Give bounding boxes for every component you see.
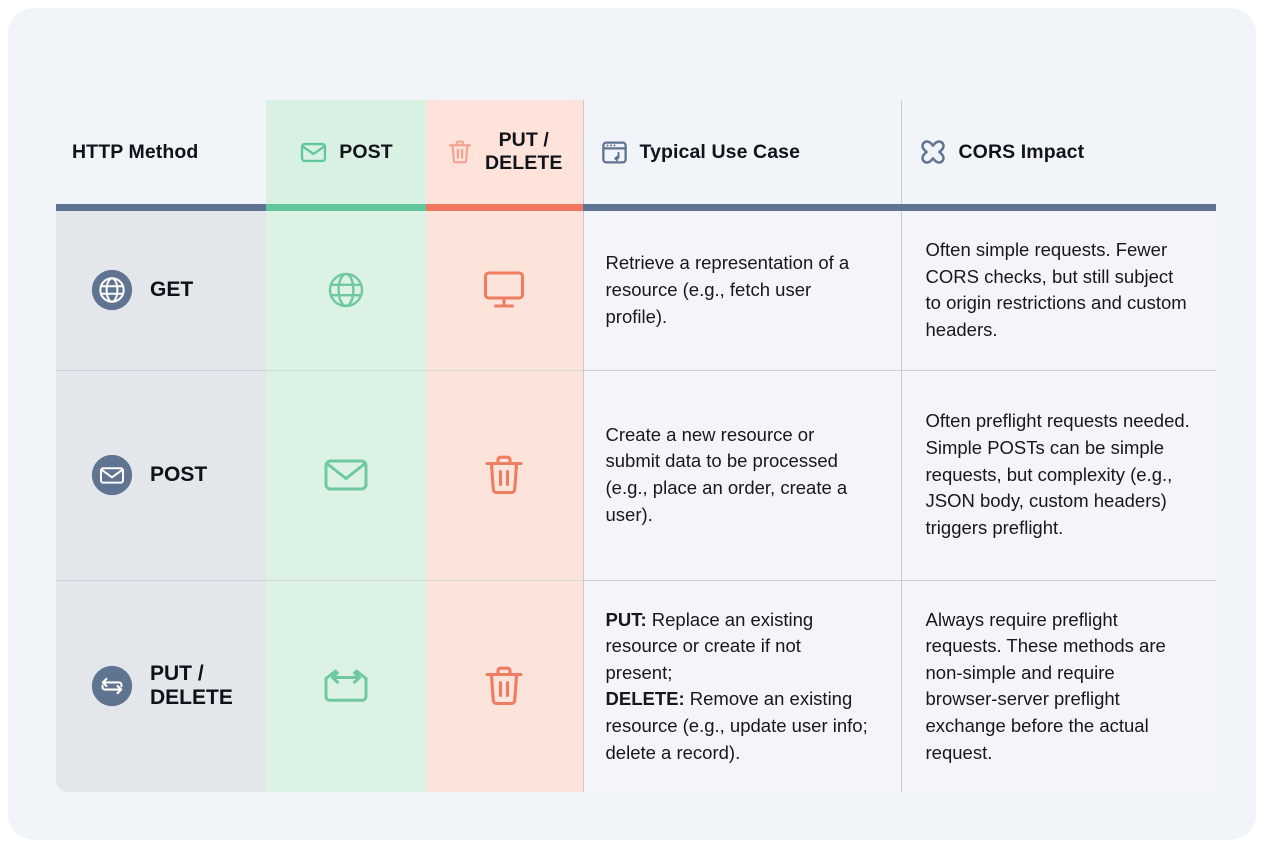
column-header-label: POST: [339, 140, 393, 163]
table-header: HTTP Method POST: [56, 100, 1216, 204]
table-row: GET: [56, 211, 1216, 370]
row-use-case-cell: Retrieve a representation of a resource …: [582, 211, 901, 370]
underline-cors: [901, 204, 1216, 211]
row-method-label: POST: [150, 463, 208, 487]
cors-impact-text: Often simple requests. Fewer CORS checks…: [925, 239, 1187, 340]
cors-impact-text: Always require preflight requests. These…: [925, 608, 1166, 763]
use-case-text: PUT: Replace an existing resource or cre…: [605, 608, 873, 763]
column-header-post: POST: [266, 100, 426, 204]
row-cors-cell: Often simple requests. Fewer CORS checks…: [900, 211, 1216, 370]
browser-window-icon: [600, 138, 629, 167]
column-header-typical-use-case: Typical Use Case: [582, 100, 901, 204]
trash-outline-icon: [481, 662, 527, 710]
table-row: POST: [56, 369, 1216, 580]
row-method-label: GET: [150, 278, 194, 302]
envelope-arrows-icon: [321, 662, 371, 710]
row-method-label: PUT / DELETE: [150, 662, 233, 710]
row-post-icon-cell: [266, 211, 426, 370]
underline-method: [56, 204, 266, 211]
row-post-icon-cell: [266, 369, 426, 580]
monitor-icon: [480, 267, 528, 313]
cross-shape-icon: [918, 137, 948, 167]
underline-use-case: [583, 204, 901, 211]
table-row: PUT / DELETE: [56, 579, 1216, 793]
trash-outline-icon: [481, 451, 527, 499]
row-method-cell: POST: [56, 369, 266, 580]
globe-circle-icon: [89, 267, 135, 313]
row-cors-cell: Often preflight requests needed. Simple …: [900, 369, 1216, 580]
column-header-cors-impact: CORS Impact: [900, 100, 1216, 204]
column-header-label: Typical Use Case: [639, 140, 801, 163]
underline-put-delete: [426, 204, 583, 211]
globe-outline-icon: [322, 266, 370, 314]
row-use-case-cell: Create a new resource or submit data to …: [582, 369, 901, 580]
header-row: HTTP Method POST: [56, 100, 1216, 204]
cors-impact-text: Often preflight requests needed. Simple …: [925, 410, 1190, 538]
http-method-cors-table: HTTP Method POST: [56, 100, 1216, 793]
swap-circle-icon: [89, 663, 135, 709]
page-card: HTTP Method POST: [8, 8, 1256, 840]
row-putdelete-icon-cell: [426, 369, 583, 580]
row-putdelete-icon-cell: [426, 211, 583, 370]
row-putdelete-icon-cell: [426, 579, 583, 793]
column-header-label: PUT / DELETE: [484, 129, 563, 174]
use-case-text: Create a new resource or submit data to …: [605, 423, 848, 525]
envelope-outline-icon: [321, 451, 371, 499]
row-post-icon-cell: [266, 579, 426, 793]
header-underline: [56, 204, 1216, 211]
column-header-label: HTTP Method: [72, 140, 199, 163]
column-header-http-method: HTTP Method: [56, 100, 266, 204]
envelope-icon: [299, 138, 328, 167]
column-header-label: CORS Impact: [958, 140, 1085, 163]
comparison-table-wrapper: HTTP Method POST: [56, 100, 1216, 796]
row-use-case-cell: PUT: Replace an existing resource or cre…: [582, 579, 901, 793]
trash-icon: [446, 138, 474, 166]
row-method-cell: GET: [56, 211, 266, 370]
row-cors-cell: Always require preflight requests. These…: [900, 579, 1216, 793]
column-header-put-delete: PUT / DELETE: [426, 100, 583, 204]
use-case-text: Retrieve a representation of a resource …: [605, 252, 850, 327]
envelope-circle-icon: [89, 452, 135, 498]
underline-post: [266, 204, 426, 211]
table-body: GET: [56, 204, 1216, 793]
row-method-cell: PUT / DELETE: [56, 579, 266, 793]
